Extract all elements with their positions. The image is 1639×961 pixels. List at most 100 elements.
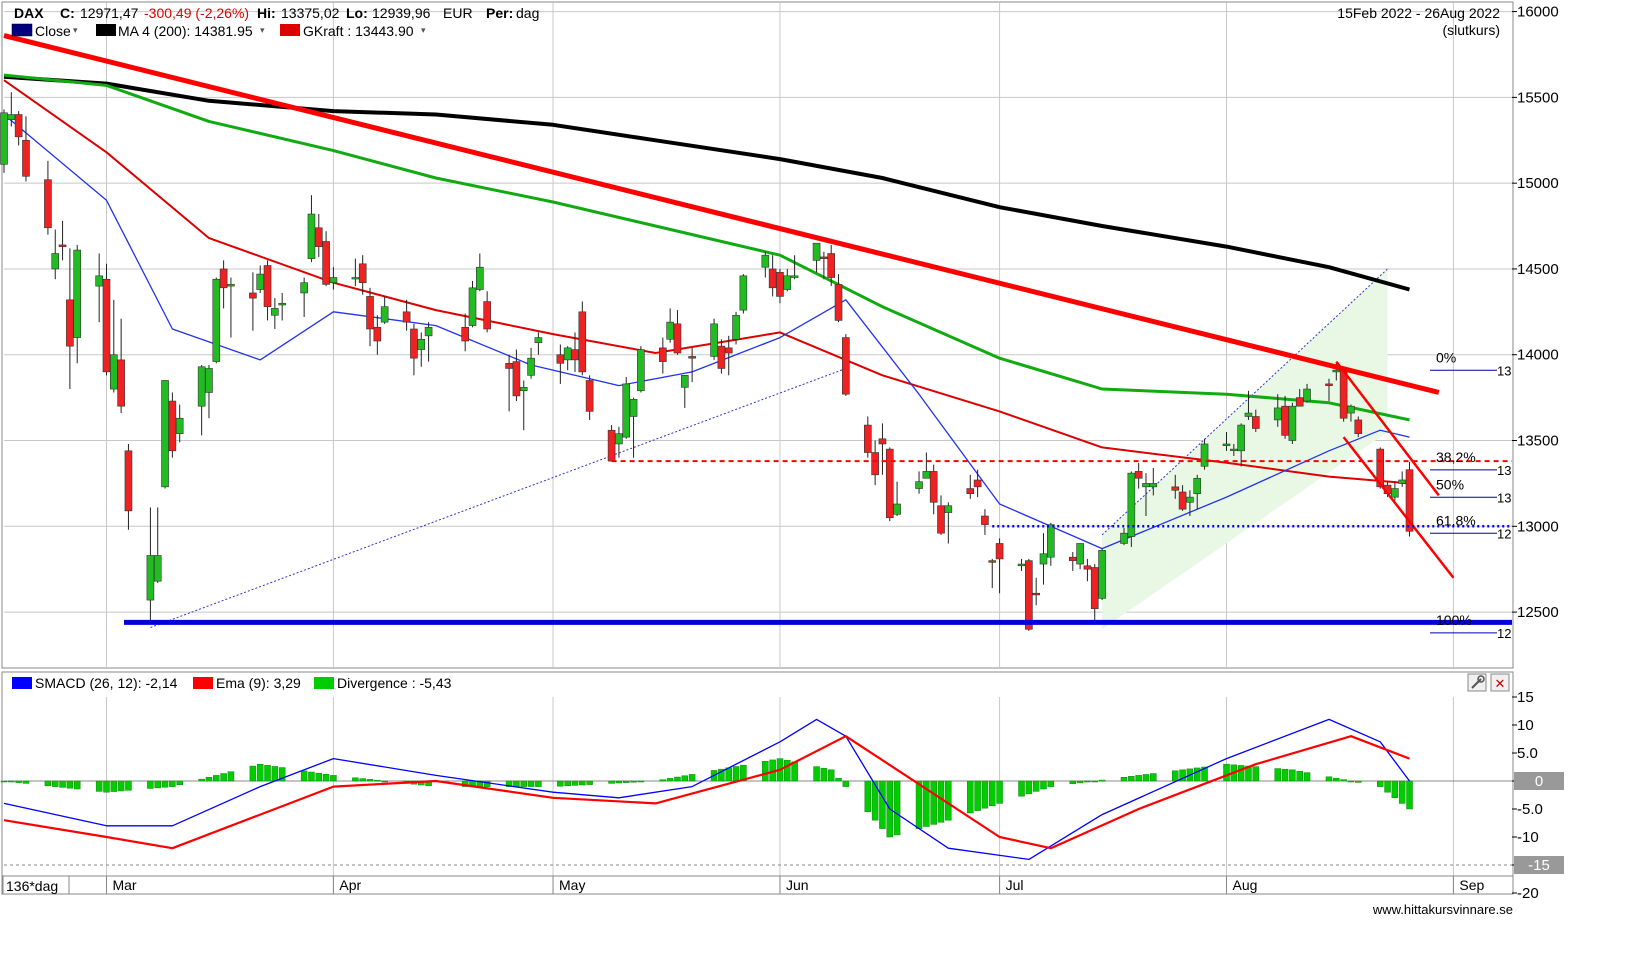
candle-body [373,326,382,342]
legend-ma[interactable]: MA 4 (200): 14381.95 [118,23,253,39]
candle-body [585,380,594,412]
candle [622,377,631,439]
divergence-bar [256,763,264,782]
candle [1186,490,1194,517]
macd-tick-label: 0 [1535,773,1543,790]
period-value: dag [516,5,539,21]
divergence-bar [571,780,579,786]
divergence-bar [1142,774,1150,782]
candle [197,365,206,436]
ema-line [3,735,1410,850]
divergence-bar [813,766,820,782]
divergence-bar [117,780,125,792]
divergence-bar [996,780,1003,804]
divergence-bar [827,769,835,782]
candle [966,474,975,499]
ma-blue-line [3,114,1410,550]
legend-close[interactable]: Close [35,23,71,39]
candle [314,214,323,257]
candle [885,447,894,522]
divergence-bar [1032,780,1040,792]
divergence-bar [666,778,674,782]
candle [300,277,308,317]
candle-body [461,326,469,342]
close-label: C: [60,5,75,21]
candle [102,263,111,376]
candle-body [1237,424,1245,452]
candle-body [1134,471,1143,479]
divergence-bar [981,780,989,809]
divergence-bar [15,780,22,783]
divergence-bar [513,780,520,787]
candle-body [995,543,1004,560]
date-range: 15Feb 2022 - 26Aug 2022 [1337,5,1500,21]
candle-body [659,347,667,362]
fib-label: 100% [1436,612,1472,628]
candle-body [256,273,265,290]
legend-gkraft-dropdown-icon[interactable]: ▾ [421,25,426,35]
candle [58,220,67,261]
candle-body [834,284,843,321]
macd-tick-label: -10 [1517,829,1539,846]
macd-settings-button[interactable] [1467,673,1487,692]
candle [0,109,8,173]
divergence-bar [1040,780,1047,790]
candle-body [110,354,118,390]
candle-body [1127,472,1136,537]
divergence-bar [227,771,235,782]
divergence-bar [1391,780,1399,799]
candle [358,255,367,295]
candle-body [768,268,777,289]
divergence-bar [330,775,337,782]
legend-ma-dropdown-icon[interactable]: ▾ [260,25,265,35]
candle-body [922,471,931,479]
candle-body [124,450,133,512]
candle-body [117,359,125,407]
candle [1347,404,1355,422]
divergence-bar [1223,763,1230,782]
divergence-bar [95,780,103,792]
x-axis: Mar Apr May Jun Jul Aug Sep [2,875,1513,894]
candle [1193,474,1202,510]
divergence-bar [659,779,667,782]
candle-body [1039,553,1048,565]
candle [871,440,879,486]
divergence-bar [586,780,593,785]
candle [842,334,850,396]
candle [915,471,923,494]
candle [1230,443,1238,456]
candle-body [578,311,587,373]
candle-body [864,424,872,453]
legend-close-dropdown-icon[interactable]: ▾ [73,25,78,35]
candle [1120,528,1128,546]
candle-body [307,213,316,259]
candle-body [1295,397,1304,407]
candle [724,335,733,376]
candle [161,380,169,489]
candle [1288,402,1297,444]
divergence-bar [564,780,571,787]
candle [483,291,491,333]
divergence-bar [989,780,996,807]
candle-body [1230,448,1238,451]
legend-gkraft[interactable]: GKraft : 13443.90 [303,23,414,39]
fib-axis-label: 12 [1497,626,1511,641]
candle-body [871,452,879,476]
fib-levels: 0% 13 38,2% 13 50% 13 61,8% 12 100% 12 [1430,349,1511,641]
divergence-bar [937,780,945,823]
divergence-bar [278,767,286,782]
candle [1244,390,1253,420]
divergence-bar [579,780,586,786]
divergence-bar [608,780,615,784]
candle [146,507,155,623]
fib-label: 50% [1436,476,1464,492]
hi-value: 13375,02 [281,5,340,21]
macd-close-button[interactable]: ✕ [1490,673,1510,692]
candle [981,509,989,535]
divergence-bar [1193,767,1201,782]
candle-body [1186,496,1194,503]
divergence-bar [893,780,901,836]
divergence-bar [1281,768,1289,782]
candle [659,337,667,374]
candle [329,267,338,290]
